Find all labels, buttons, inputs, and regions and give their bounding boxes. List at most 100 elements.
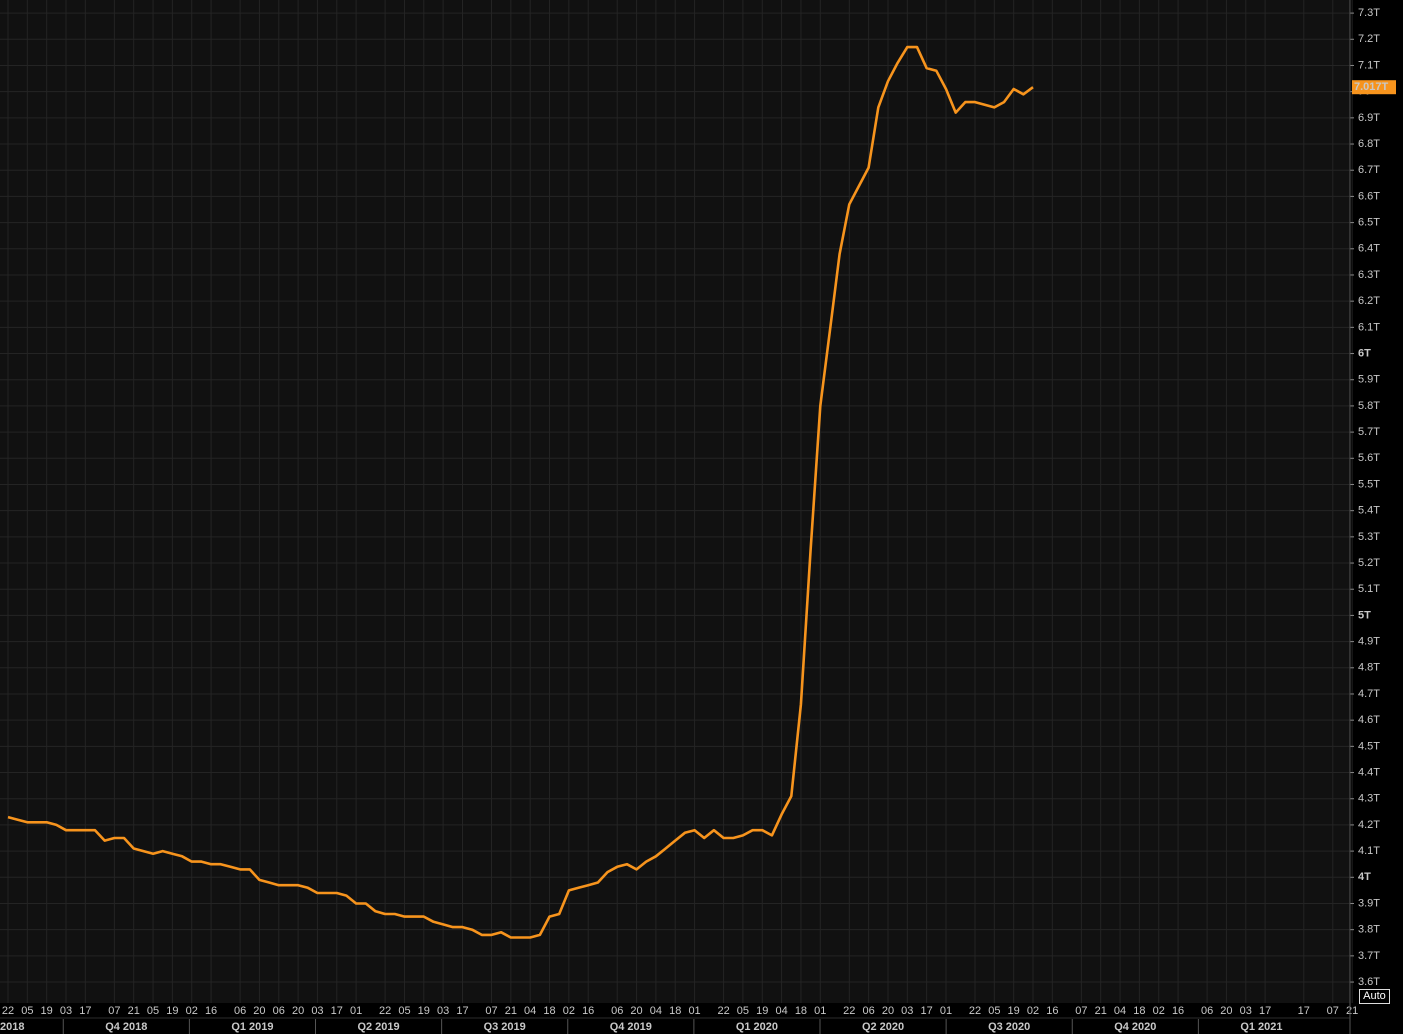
x-tick-label: 07 xyxy=(108,1005,120,1017)
x-tick-label: 07 xyxy=(1075,1005,1087,1017)
x-tick-label: 04 xyxy=(1114,1005,1126,1017)
x-tick-label: 20 xyxy=(1220,1005,1232,1017)
y-tick-label: 5.7T xyxy=(1358,426,1380,438)
y-tick-label: 5.8T xyxy=(1358,400,1380,412)
auto-button[interactable]: Auto xyxy=(1359,989,1390,1004)
x-tick-label: 04 xyxy=(650,1005,662,1017)
quarter-label: Q4 2018 xyxy=(105,1021,147,1033)
x-tick-label: 17 xyxy=(456,1005,468,1017)
x-tick-label: 03 xyxy=(60,1005,72,1017)
x-tick-label: 04 xyxy=(775,1005,787,1017)
y-tick-label: 3.8T xyxy=(1358,924,1380,936)
y-tick-label: 6.9T xyxy=(1358,112,1380,124)
x-tick-label: 21 xyxy=(128,1005,140,1017)
x-tick-label: 03 xyxy=(437,1005,449,1017)
x-tick-label: 20 xyxy=(253,1005,265,1017)
x-tick-label: 22 xyxy=(2,1005,14,1017)
x-tick-label: 22 xyxy=(717,1005,729,1017)
x-tick-label: 22 xyxy=(843,1005,855,1017)
y-tick-label: 4.7T xyxy=(1358,688,1380,700)
x-tick-label: 21 xyxy=(1095,1005,1107,1017)
y-tick-label: 4T xyxy=(1358,871,1371,883)
x-tick-label: 22 xyxy=(969,1005,981,1017)
x-tick-label: 19 xyxy=(1008,1005,1020,1017)
x-tick-label: 19 xyxy=(166,1005,178,1017)
x-tick-label: 05 xyxy=(398,1005,410,1017)
x-tick-label: 20 xyxy=(292,1005,304,1017)
y-tick-label: 5.2T xyxy=(1358,557,1380,569)
y-tick-label: 3.7T xyxy=(1358,950,1380,962)
x-tick-label: 16 xyxy=(205,1005,217,1017)
x-tick-label: 21 xyxy=(505,1005,517,1017)
y-tick-label: 4.3T xyxy=(1358,793,1380,805)
x-tick-label: 20 xyxy=(630,1005,642,1017)
y-tick-label: 7.2T xyxy=(1358,33,1380,45)
x-tick-label: 07 xyxy=(1327,1005,1339,1017)
x-tick-label: 01 xyxy=(688,1005,700,1017)
y-tick-label: 4.9T xyxy=(1358,636,1380,648)
x-tick-label: 02 xyxy=(186,1005,198,1017)
x-tick-label: 07 xyxy=(485,1005,497,1017)
x-tick-label: 17 xyxy=(1259,1005,1271,1017)
quarter-label: Q1 2019 xyxy=(231,1021,273,1033)
quarter-label: Q2 2019 xyxy=(357,1021,399,1033)
quarter-label: Q3 2019 xyxy=(484,1021,526,1033)
y-tick-label: 6.4T xyxy=(1358,243,1380,255)
x-tick-label: 17 xyxy=(921,1005,933,1017)
quarter-label: Q4 2019 xyxy=(610,1021,652,1033)
y-tick-label: 4.8T xyxy=(1358,662,1380,674)
y-tick-label: 7.1T xyxy=(1358,59,1380,71)
x-tick-label: 18 xyxy=(669,1005,681,1017)
x-tick-label: 06 xyxy=(273,1005,285,1017)
x-tick-label: 16 xyxy=(582,1005,594,1017)
y-tick-label: 6.6T xyxy=(1358,190,1380,202)
y-tick-label: 5.5T xyxy=(1358,478,1380,490)
y-tick-label: 3.6T xyxy=(1358,976,1380,988)
y-tick-label: 5.3T xyxy=(1358,531,1380,543)
x-tick-label: 22 xyxy=(379,1005,391,1017)
quarter-label: Q2 2020 xyxy=(862,1021,904,1033)
current-value-box xyxy=(1352,80,1396,95)
data-line xyxy=(7,45,1034,939)
x-tick-label: 19 xyxy=(41,1005,53,1017)
y-tick-label: 6.3T xyxy=(1358,269,1380,281)
x-tick-label: 04 xyxy=(524,1005,536,1017)
y-tick-label: 6.2T xyxy=(1358,295,1380,307)
x-tick-label: 06 xyxy=(234,1005,246,1017)
x-tick-label: 02 xyxy=(1027,1005,1039,1017)
y-tick-label: 5.9T xyxy=(1358,374,1380,386)
y-tick-label: 6.5T xyxy=(1358,217,1380,229)
x-tick-label: 05 xyxy=(988,1005,1000,1017)
x-tick-label: 01 xyxy=(814,1005,826,1017)
x-tick-label: 03 xyxy=(1240,1005,1252,1017)
y-tick-label: 6.8T xyxy=(1358,138,1380,150)
y-tick-label: 4.6T xyxy=(1358,714,1380,726)
x-tick-label: 16 xyxy=(1046,1005,1058,1017)
x-tick-label: 18 xyxy=(1133,1005,1145,1017)
x-tick-label: 17 xyxy=(1298,1005,1310,1017)
y-tick-label: 6.1T xyxy=(1358,321,1380,333)
y-tick-label: 6T xyxy=(1358,347,1371,359)
x-tick-label: 19 xyxy=(418,1005,430,1017)
x-tick-label: 01 xyxy=(940,1005,952,1017)
quarter-label: Q3 2020 xyxy=(988,1021,1030,1033)
y-tick-label: 5.6T xyxy=(1358,452,1380,464)
quarter-label: Q1 2020 xyxy=(736,1021,778,1033)
y-tick-label: 3.9T xyxy=(1358,897,1380,909)
x-tick-label: 06 xyxy=(863,1005,875,1017)
x-tick-label: 18 xyxy=(795,1005,807,1017)
quarter-label: 2018 xyxy=(0,1021,24,1033)
x-tick-label: 19 xyxy=(756,1005,768,1017)
y-tick-label: 7.3T xyxy=(1358,7,1380,19)
y-tick-label: 4.2T xyxy=(1358,819,1380,831)
x-tick-label: 17 xyxy=(79,1005,91,1017)
x-tick-label: 06 xyxy=(1201,1005,1213,1017)
y-tick-label: 4.1T xyxy=(1358,845,1380,857)
x-tick-label: 16 xyxy=(1172,1005,1184,1017)
x-tick-label: 05 xyxy=(147,1005,159,1017)
y-tick-label: 6.7T xyxy=(1358,164,1380,176)
x-tick-label: 05 xyxy=(737,1005,749,1017)
x-tick-label: 02 xyxy=(1153,1005,1165,1017)
